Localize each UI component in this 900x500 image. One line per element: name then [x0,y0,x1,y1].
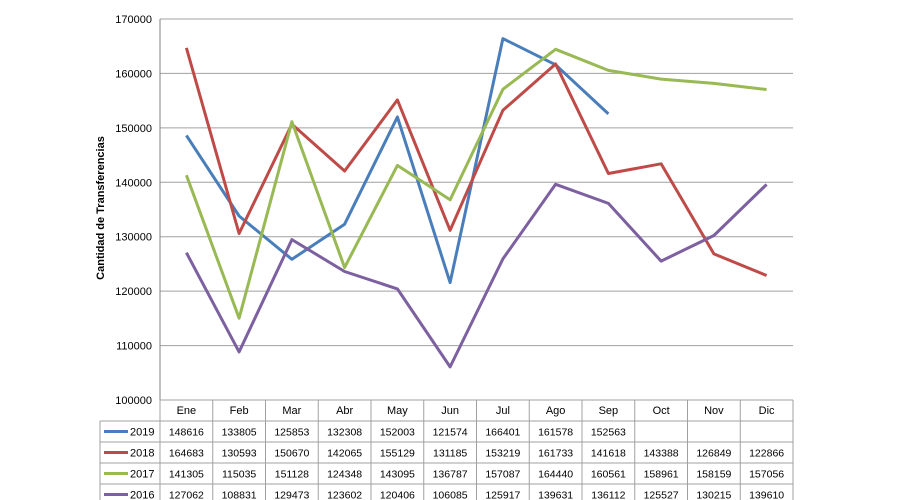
x-tick-label: Feb [230,405,249,417]
x-tick-label: May [387,405,408,417]
table-cell: 126849 [696,448,731,460]
table-cell: 125527 [644,490,679,500]
x-tick-label: Sep [599,405,619,417]
table-cell: 148616 [169,427,204,439]
y-tick-label: 160000 [115,68,152,80]
x-tick-label: Oct [653,405,670,417]
series-line-2019 [185,37,610,285]
table-cell: 125853 [274,427,309,439]
table-cell: 155129 [380,448,415,460]
table-cell: 160561 [591,469,626,481]
y-axis-label: Cantidad de Transferencias [95,136,107,280]
series-lines [184,37,768,369]
y-tick-label: 140000 [115,177,152,189]
table-cell: 136787 [433,469,468,481]
table-cell: 121574 [433,427,468,439]
series-line-2017 [184,47,767,320]
table-cell: 131185 [433,448,467,460]
table-cell: 141305 [169,469,204,481]
table-cell: 150670 [274,448,309,460]
x-tick-label: Dic [759,405,775,417]
table-cell: 124348 [327,469,362,481]
y-tick-label: 100000 [115,395,152,407]
table-cell: 143095 [380,469,415,481]
table-cell: 152003 [380,427,415,439]
table-cell: 108831 [222,490,257,500]
x-tick-label: Jul [496,405,510,417]
table-cell: 141618 [591,448,626,460]
y-tick-label: 110000 [116,341,152,353]
gridlines [159,18,793,401]
x-tick-label: Ago [546,405,566,417]
series-line-2018 [184,47,768,277]
y-tick-label: 130000 [115,232,152,244]
table-cell: 127062 [169,490,204,500]
table-cell: 125917 [485,490,520,500]
data-table: Ene Feb Mar Abr May Jun Jul Ago Sep Oct Nov Dic 2019… [99,399,794,500]
legend-label: 2017 [130,469,154,481]
table-cell: 151128 [275,469,309,481]
x-tick-label: Jun [441,405,459,417]
x-tick-label: Nov [704,405,724,417]
table-cell: 120406 [380,490,415,500]
table-cell: 130593 [222,448,257,460]
y-tick-labels: 100000 110000 120000 130000 140000 150000 1600… [115,14,152,407]
y-tick-label: 150000 [115,123,152,135]
table-cell: 133805 [222,427,257,439]
table-cell: 143388 [644,448,679,460]
table-cell: 136112 [591,490,625,500]
table-cell: 132308 [327,427,362,439]
table-cell: 129473 [274,490,309,500]
table-cell: 157087 [485,469,520,481]
legend-label: 2019 [130,427,154,439]
table-cell: 166401 [485,427,520,439]
table-cell: 130215 [696,490,731,500]
table-cell: 164440 [538,469,573,481]
table-cell: 152563 [591,427,626,439]
table-cell: 142065 [327,448,362,460]
table-cell: 161733 [538,448,573,460]
table-cell: 123602 [327,490,362,500]
table-cell: 153219 [485,448,520,460]
y-tick-label: 170000 [115,14,152,26]
x-tick-label: Mar [282,405,301,417]
table-cell: 139610 [749,490,784,500]
table-cell: 158961 [644,469,679,481]
x-tick-label: Ene [177,405,197,417]
legend-label: 2018 [130,448,154,460]
table-cell: 161578 [538,427,573,439]
legend-label: 2016 [130,490,154,500]
x-tick-label: Abr [336,405,353,417]
table-cell: 106085 [433,490,468,500]
table-cell: 122866 [749,448,784,460]
table-cell: 157056 [749,469,784,481]
series-line-2016 [185,182,768,369]
table-cell: 164683 [169,448,204,460]
y-tick-label: 120000 [115,286,152,298]
table-cell: 158159 [696,469,731,481]
table-cell: 115035 [222,469,256,481]
table-cell: 139631 [538,490,573,500]
